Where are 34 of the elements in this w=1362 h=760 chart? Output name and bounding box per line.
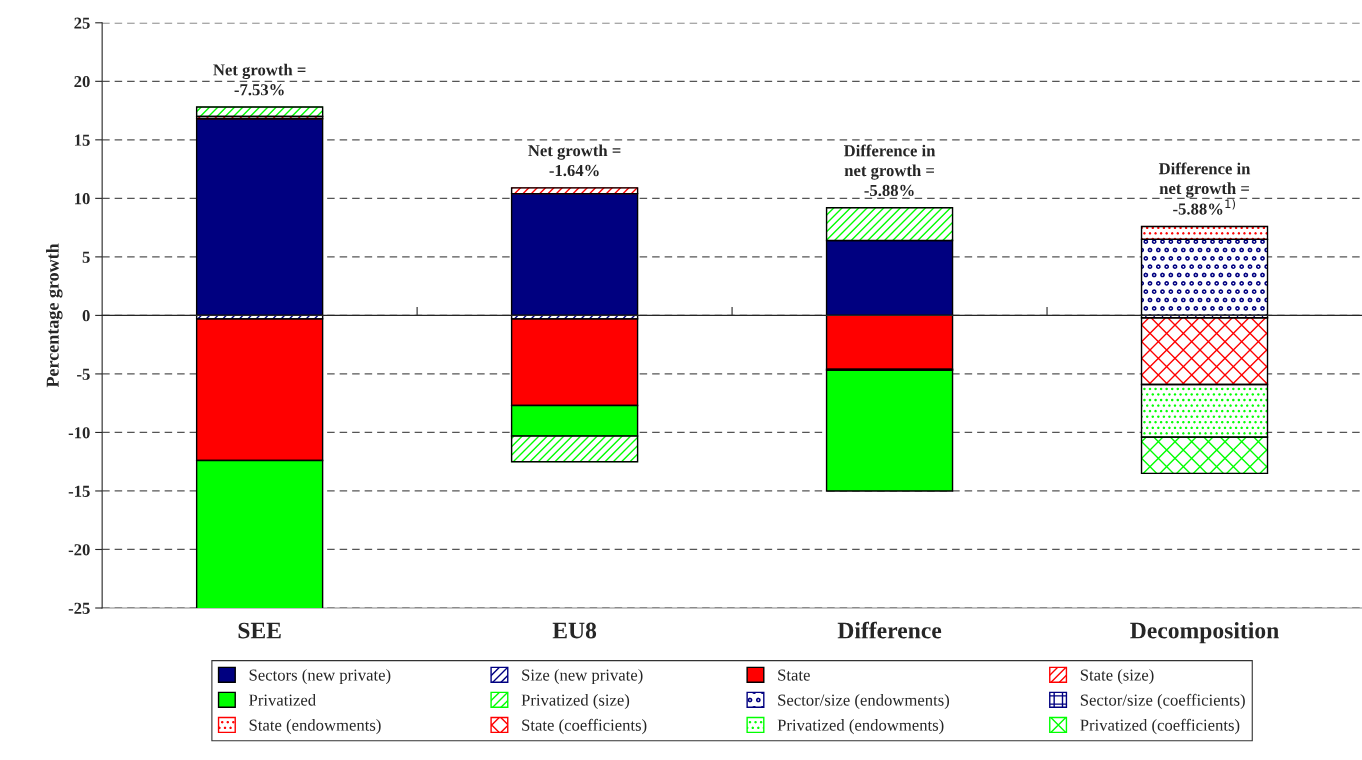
y-tick-label: -15 [68,485,90,497]
annotation: Net growth = -7.53% [213,63,306,96]
x-tick-label: Decomposition [1130,621,1279,644]
annotation: Difference in net growth = -5.88%$^{1)}$ [1158,162,1251,215]
legend-label: Privatized (size) [521,693,630,710]
bar [825,369,954,492]
y-tick-label: 10 [75,193,90,205]
legend-label: Privatized (coefficients) [1080,718,1240,735]
y-tick-label: -10 [68,427,90,439]
y-tick-label: -20 [68,544,90,556]
y-tick-label: 15 [75,134,90,146]
y-tick-label: 5 [82,251,90,263]
x-tick-label: EU8 [552,622,597,639]
legend-label: Sector/size (coefficients) [1080,693,1245,710]
x-tick-label: SEE [238,622,281,639]
legend-label: Privatized (endowments) [777,719,944,735]
y-tick-label: -25 [68,602,90,614]
legend-label: Privatized [249,693,316,706]
legend-label: Sectors (new private) [249,668,391,685]
y-tick-label: 20 [74,76,90,88]
x-tick-label: Difference [837,621,942,639]
legend-label: State [778,669,810,681]
y-tick-label: -5 [77,368,90,380]
legend-label: Size (new private) [522,668,643,685]
annotation: Difference in net growth = -5.88% [843,144,936,197]
bar [195,118,324,317]
legend-label: State (coefficients) [522,718,647,735]
legend-label: Sector/size (endowments) [778,693,950,710]
y-tick-label: 0 [82,310,90,322]
annotation: Net growth = -1.64% [528,144,621,177]
legend-label: State (endowments) [249,719,381,735]
y-axis-title: Percentage growth [46,243,63,388]
legend-label: State (size) [1080,668,1154,685]
y-tick-label: 25 [74,17,90,29]
